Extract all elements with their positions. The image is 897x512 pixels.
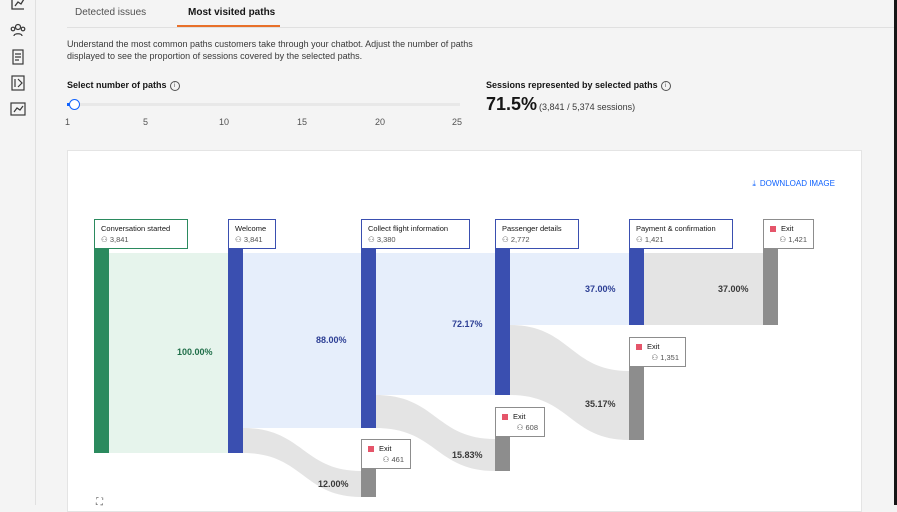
users-icon: ⚇: [636, 235, 645, 244]
users-icon: ⚇: [235, 235, 244, 244]
slider-handle[interactable]: [69, 99, 80, 110]
analytics-icon[interactable]: [9, 100, 27, 118]
flow-label: 37.00%: [718, 284, 749, 294]
flow-label: 35.17%: [585, 399, 616, 409]
flow-label: 88.00%: [316, 335, 347, 345]
info-icon[interactable]: i: [660, 80, 671, 91]
users-icon: ⚇: [516, 423, 526, 432]
info-icon[interactable]: i: [169, 80, 180, 91]
node-name: Payment & confirmation: [636, 224, 716, 233]
slider-tick: 25: [452, 117, 463, 127]
slider-label: Select number of paths i: [67, 80, 180, 91]
slider-tick: 15: [297, 117, 308, 127]
sessions-detail: (3,841 / 5,374 sessions): [539, 102, 636, 112]
document-icon[interactable]: [9, 48, 27, 66]
node-name: Passenger details: [502, 224, 562, 233]
node-name: Conversation started: [101, 224, 171, 233]
sankey-card: ⤓ DOWNLOAD IMAGE: [67, 150, 862, 512]
sankey-flows: [109, 253, 763, 497]
node-label-exit: Exit ⚇ 461: [361, 439, 411, 469]
node-name: Exit: [636, 341, 679, 352]
users-icon: ⚇: [779, 235, 789, 244]
slider-tick: 10: [219, 117, 230, 127]
slider-tick: 1: [65, 117, 71, 127]
node-label-payment: Payment & confirmation ⚇ 1,421: [629, 219, 733, 249]
tab-detected-issues[interactable]: Detected issues: [75, 7, 147, 18]
slider-tick: 5: [143, 117, 149, 127]
node-count: ⚇ 461: [382, 455, 404, 464]
exit-marker-icon: [636, 344, 642, 351]
flow-start-welcome: [109, 253, 228, 453]
flow-label: 100.00%: [177, 347, 213, 357]
flow-label: 37.00%: [585, 284, 616, 294]
node-label-exit: Exit ⚇ 1,421: [763, 219, 814, 249]
tab-bar: Detected issues Most visited paths: [67, 0, 897, 28]
node-name: Welcome: [235, 224, 267, 233]
main-content: Detected issues Most visited paths Under…: [36, 0, 897, 512]
node-label-exit: Exit ⚇ 608: [495, 407, 545, 437]
expand-icon[interactable]: ⛶: [96, 497, 103, 508]
node-label-conversation-started: Conversation started ⚇ 3,841: [94, 219, 188, 249]
node-name: Exit: [770, 223, 807, 234]
download-image-button[interactable]: ⤓ DOWNLOAD IMAGE: [752, 179, 835, 188]
flow-passenger-payment: [510, 253, 629, 325]
users-icon: ⚇: [382, 455, 392, 464]
node-label-welcome: Welcome ⚇ 3,841: [228, 219, 276, 249]
node-count: ⚇ 3,380: [368, 235, 396, 244]
download-icon: ⤓: [752, 179, 756, 188]
exit-marker-icon: [770, 226, 776, 233]
node-count: ⚇ 3,841: [235, 235, 263, 244]
sessions-percent: 71.5% (3,841 / 5,374 sessions): [486, 94, 636, 114]
node-name: Exit: [368, 443, 404, 454]
flow-collect-exit: [376, 395, 495, 471]
node-count: ⚇ 1,351: [651, 353, 679, 362]
node-label-exit: Exit ⚇ 1,351: [629, 337, 686, 367]
users-icon: ⚇: [502, 235, 511, 244]
slider-track[interactable]: [67, 103, 460, 106]
flow-payment-exit: [644, 253, 763, 325]
node-count: ⚇ 3,841: [101, 235, 129, 244]
node-bar-passenger-details[interactable]: [495, 219, 510, 395]
flow-passenger-exit: [510, 325, 629, 440]
users-icon: ⚇: [368, 235, 377, 244]
flow-collect-passenger: [376, 253, 495, 395]
node-bar-welcome[interactable]: [228, 219, 243, 453]
node-bar-conversation-started[interactable]: [94, 219, 109, 453]
flow-welcome-collect: [243, 253, 361, 428]
users-icon[interactable]: [9, 21, 27, 39]
flow-label: 15.83%: [452, 450, 483, 460]
flow-label: 72.17%: [452, 319, 483, 329]
node-count: ⚇ 2,772: [502, 235, 530, 244]
users-icon: ⚇: [651, 353, 661, 362]
node-name: Collect flight information: [368, 224, 449, 233]
exit-marker-icon: [502, 414, 508, 421]
node-count: ⚇ 1,421: [636, 235, 664, 244]
exit-marker-icon: [368, 446, 374, 453]
node-label-collect-flight: Collect flight information ⚇ 3,380: [361, 219, 470, 249]
users-icon: ⚇: [101, 235, 110, 244]
flow-welcome-exit: [243, 428, 361, 497]
active-tab-indicator: [177, 25, 280, 27]
slider-tick: 20: [375, 117, 386, 127]
flow-label: 12.00%: [318, 479, 349, 489]
left-sidebar: [0, 0, 36, 505]
node-count: ⚇ 1,421: [779, 235, 807, 244]
node-name: Exit: [502, 411, 538, 422]
sessions-label: Sessions represented by selected paths i: [486, 80, 671, 91]
report-icon[interactable]: [9, 74, 27, 92]
chart-icon[interactable]: [9, 0, 27, 12]
node-label-passenger-details: Passenger details ⚇ 2,772: [495, 219, 579, 249]
node-count: ⚇ 608: [516, 423, 538, 432]
description-text: Understand the most common paths custome…: [67, 39, 473, 61]
node-bar-collect-flight[interactable]: [361, 219, 376, 428]
window-edge: [894, 0, 897, 505]
tab-most-visited-paths[interactable]: Most visited paths: [188, 7, 276, 18]
